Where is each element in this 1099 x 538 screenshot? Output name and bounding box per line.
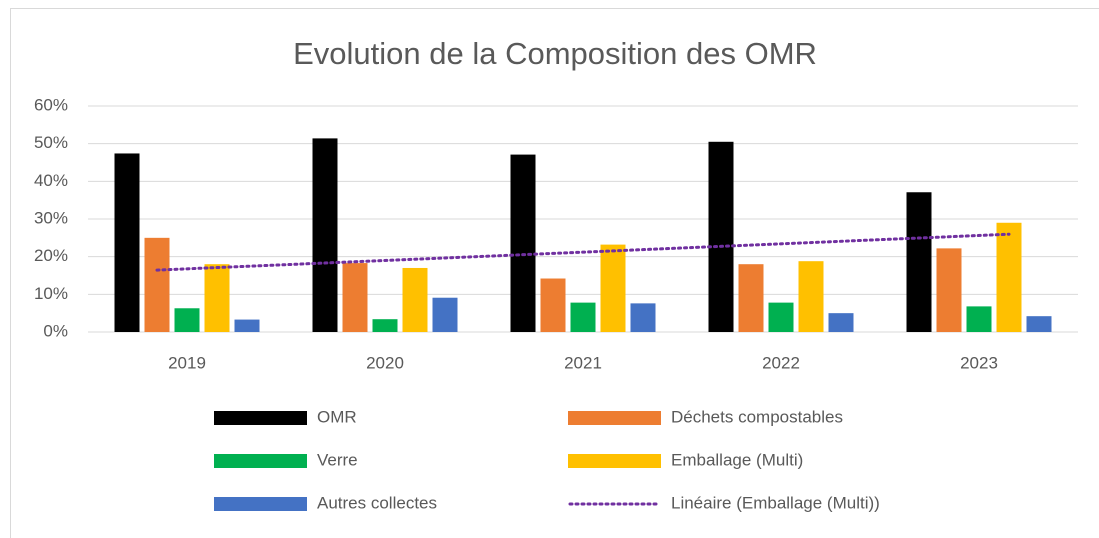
legend-label: Déchets compostables — [671, 407, 843, 426]
bar — [600, 244, 626, 332]
y-tick-label: 60% — [34, 95, 68, 114]
bar — [768, 302, 794, 332]
x-tick-label: 2022 — [762, 353, 800, 372]
trendline — [155, 232, 1011, 272]
y-tick-label: 30% — [34, 208, 68, 227]
y-tick-label: 20% — [34, 246, 68, 265]
legend-swatch — [568, 411, 661, 425]
x-tick-label: 2020 — [366, 353, 404, 372]
bar — [342, 263, 368, 332]
x-tick-label: 2023 — [960, 353, 998, 372]
y-tick-label: 0% — [43, 321, 68, 340]
bar — [144, 237, 170, 332]
bar — [372, 319, 398, 332]
bar — [630, 303, 656, 332]
legend-swatch — [214, 497, 307, 511]
y-tick-label: 10% — [34, 284, 68, 303]
legend-swatch — [568, 454, 661, 468]
chart-border — [10, 8, 1099, 538]
chart-title: Evolution de la Composition des OMR — [293, 36, 817, 71]
bar — [828, 313, 854, 332]
legend-label: OMR — [317, 407, 357, 426]
bar — [936, 248, 962, 332]
bar — [402, 267, 428, 332]
legend-label: Linéaire (Emballage (Multi)) — [671, 493, 880, 512]
bar — [966, 306, 992, 332]
bar — [540, 278, 566, 332]
x-tick-label: 2021 — [564, 353, 602, 372]
bar — [204, 264, 230, 332]
legend-label: Autres collectes — [317, 493, 437, 512]
bar — [1026, 316, 1052, 332]
legend-swatch — [214, 411, 307, 425]
bar — [708, 141, 734, 332]
bar — [510, 154, 536, 332]
bar — [312, 138, 338, 332]
x-tick-label: 2019 — [168, 353, 206, 372]
bar — [432, 297, 458, 332]
y-tick-label: 40% — [34, 171, 68, 190]
bar — [570, 302, 596, 332]
bar — [234, 319, 260, 332]
y-tick-label: 50% — [34, 133, 68, 152]
bar — [738, 264, 764, 332]
legend-label: Emballage (Multi) — [671, 450, 803, 469]
bar — [798, 261, 824, 332]
bar — [996, 222, 1022, 332]
bar — [174, 308, 200, 332]
bar — [114, 153, 140, 332]
legend-swatch — [214, 454, 307, 468]
legend-label: Verre — [317, 450, 358, 469]
bar — [906, 192, 932, 332]
